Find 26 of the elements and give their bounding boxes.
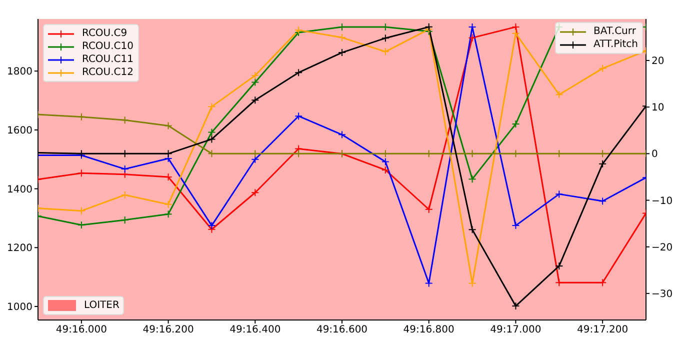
y2-tick-label: 0 bbox=[652, 149, 658, 160]
y-tick-label: 1200 bbox=[7, 243, 32, 254]
legend-label: RCOU.C11 bbox=[82, 53, 134, 66]
y2-tick-label: 20 bbox=[652, 56, 664, 68]
y2-tick-label: −20 bbox=[652, 242, 673, 254]
y2-tick-label: 10 bbox=[652, 102, 664, 114]
y-tick-label: 1600 bbox=[7, 125, 32, 136]
band-label: LOITER bbox=[84, 299, 120, 312]
y2-tick-label: −10 bbox=[652, 196, 673, 207]
legend-label: RCOU.C10 bbox=[82, 40, 134, 53]
x-tick-label: 49:16.400 bbox=[230, 324, 281, 336]
x-tick-label: 49:17.200 bbox=[577, 324, 628, 336]
y-tick-label: 1400 bbox=[7, 184, 32, 196]
legend-label: RCOU.C12 bbox=[82, 66, 134, 79]
legend-label: RCOU.C9 bbox=[82, 27, 128, 40]
y2-tick-label: −30 bbox=[652, 288, 673, 300]
legend-box: LOITER bbox=[43, 296, 124, 315]
x-tick-label: 49:16.600 bbox=[316, 324, 368, 336]
legend-label: ATT.Pitch bbox=[594, 38, 638, 51]
legend-label: BAT.Curr bbox=[594, 25, 636, 38]
x-tick-label: 49:16.000 bbox=[56, 324, 107, 336]
y-tick-label: 1000 bbox=[7, 302, 32, 314]
x-tick-label: 49:16.200 bbox=[142, 324, 194, 336]
x-tick-label: 49:16.800 bbox=[403, 324, 454, 336]
y-tick-label: 1800 bbox=[7, 66, 32, 78]
x-tick-label: 49:17.000 bbox=[490, 324, 542, 336]
